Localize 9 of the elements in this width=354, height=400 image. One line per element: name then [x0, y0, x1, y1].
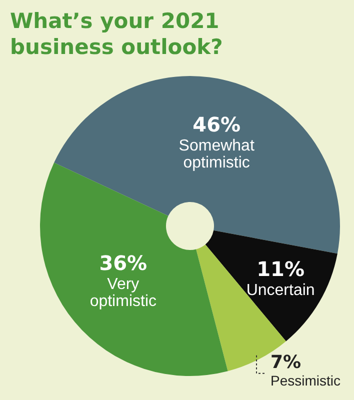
- data-label: 7%: [270, 352, 302, 374]
- chart-title: What’s your 2021 business outlook?: [10, 8, 224, 60]
- data-label: 46%: [192, 112, 241, 136]
- slice-label: Pessimistic: [270, 372, 341, 388]
- slice-label: Somewhat optimistic: [178, 138, 255, 172]
- data-label: 36%: [99, 250, 148, 275]
- slice-label: Very optimistic: [90, 276, 157, 310]
- slice-label: Uncertain: [246, 282, 315, 300]
- data-label: 11%: [256, 256, 304, 281]
